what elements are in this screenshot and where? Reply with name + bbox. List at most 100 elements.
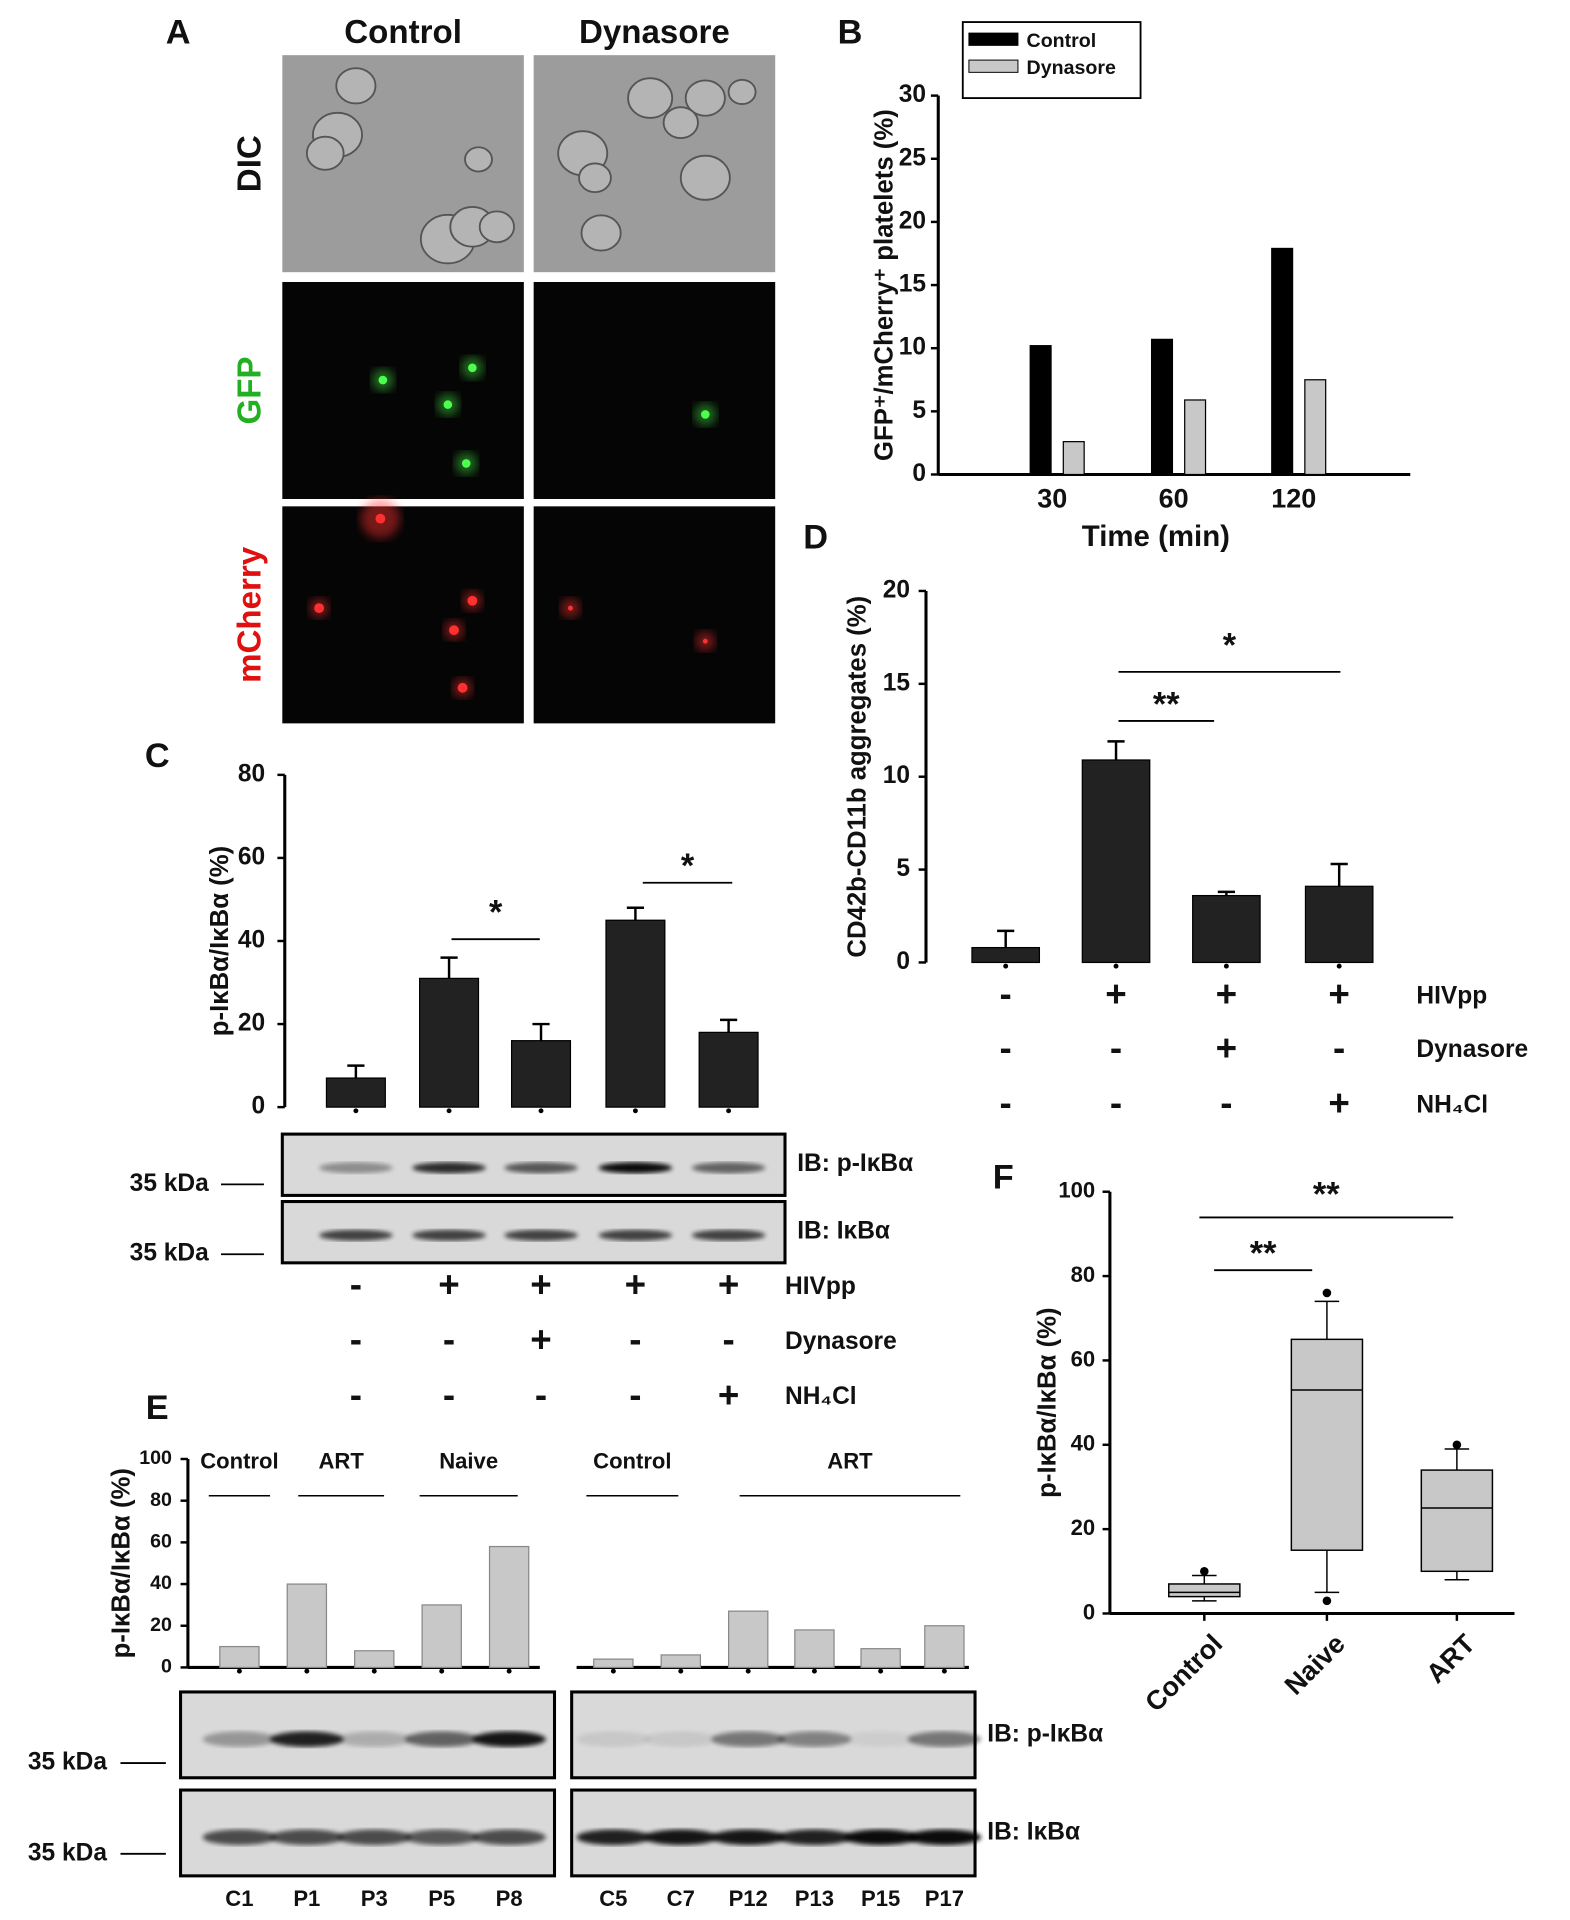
panel-label: D	[803, 519, 828, 557]
y-tick-label: 25	[899, 144, 926, 171]
group-label: Control	[200, 1449, 278, 1474]
error-bar	[626, 906, 645, 921]
y-tick-label: 80	[238, 760, 265, 787]
bar	[698, 1031, 759, 1108]
significance-label: **	[1313, 1176, 1340, 1214]
y-tick-label: 0	[912, 460, 926, 487]
y-tick-label: 80	[1071, 1262, 1096, 1287]
bar	[219, 1645, 260, 1669]
x-tick-label: P8	[496, 1886, 523, 1911]
panel-label: B	[838, 13, 863, 51]
error-bar	[997, 929, 1015, 948]
condition-sign: -	[350, 1264, 362, 1305]
x-tick-label: P15	[861, 1886, 900, 1911]
blot-band	[202, 1829, 277, 1845]
x-tick	[811, 1668, 817, 1674]
blot-band	[270, 1731, 344, 1747]
condition-name: Dynasore	[785, 1328, 897, 1355]
blot-band	[777, 1829, 852, 1845]
condition-sign: +	[530, 1319, 551, 1360]
y-axis-label: p-IκBα/IκBα (%)	[1033, 1307, 1061, 1497]
blot-band	[576, 1731, 651, 1747]
panel-label: E	[146, 1389, 169, 1427]
condition-sign: -	[629, 1319, 641, 1360]
condition-sign: -	[1333, 1027, 1345, 1068]
whisker	[1314, 1550, 1340, 1594]
condition-sign: +	[1328, 1083, 1349, 1124]
condition-sign: +	[1216, 1027, 1237, 1068]
x-tick	[610, 1668, 616, 1674]
group-label: ART	[319, 1449, 365, 1474]
x-tick-label: 60	[1159, 483, 1189, 513]
y-tick-label: 20	[1071, 1515, 1096, 1540]
y-tick-label: 40	[150, 1572, 172, 1594]
condition-sign: +	[530, 1264, 551, 1305]
x-tick-label: C1	[225, 1886, 253, 1911]
y-tick-label: 0	[1083, 1599, 1095, 1624]
blot-label: IB: p-IκBα	[987, 1720, 1103, 1747]
outlier	[1322, 1596, 1332, 1606]
bar	[354, 1650, 395, 1669]
row-label: mCherry	[231, 546, 268, 683]
cell	[305, 135, 345, 171]
legend-label: Dynasore	[1027, 57, 1116, 79]
panel-label: F	[993, 1159, 1014, 1197]
whisker	[1314, 1300, 1340, 1340]
condition-sign: -	[1110, 1027, 1122, 1068]
condition-sign: +	[438, 1264, 459, 1305]
cell	[335, 67, 377, 105]
y-tick-label: 10	[883, 762, 910, 789]
legend-swatch	[968, 59, 1019, 73]
y-tick-label: 20	[883, 576, 910, 603]
x-tick-label: P17	[925, 1886, 964, 1911]
y-tick-label: 30	[899, 81, 926, 108]
error-bar	[720, 1018, 738, 1033]
condition-sign: -	[350, 1319, 362, 1360]
outlier	[1452, 1440, 1462, 1450]
bar	[727, 1610, 769, 1669]
fluorescent-spot	[702, 638, 708, 644]
blot-label: IB: p-IκBα	[797, 1150, 913, 1177]
y-tick-label: 100	[139, 1447, 172, 1469]
blot-band	[412, 1162, 486, 1174]
blot-band	[711, 1731, 785, 1747]
error-bar	[1217, 890, 1235, 896]
column-label: Control	[344, 14, 462, 51]
bar	[924, 1625, 965, 1669]
error-bar	[532, 1022, 550, 1041]
condition-sign: +	[625, 1264, 646, 1305]
blot-band	[412, 1229, 486, 1241]
fluorescent-spot	[567, 605, 573, 611]
y-axis-label: p-IκBα/IκBα (%)	[206, 846, 234, 1036]
condition-name: NH₄Cl	[785, 1383, 857, 1410]
significance-label: *	[489, 894, 503, 932]
significance-label: *	[681, 847, 695, 885]
y-tick-label: 20	[899, 207, 926, 234]
bar	[421, 1604, 462, 1669]
y-axis-label: p-IκBα/IκBα (%)	[108, 1468, 136, 1658]
blot-band	[337, 1731, 412, 1747]
y-axis-label: CD42b-CD11b aggregates (%)	[843, 596, 871, 958]
x-tick	[726, 1108, 732, 1114]
bar	[593, 1658, 634, 1669]
bar	[1271, 247, 1294, 476]
blot-band	[202, 1731, 277, 1747]
x-tick	[1113, 963, 1119, 969]
bar	[971, 946, 1041, 964]
y-tick-label: 40	[238, 926, 265, 953]
condition-sign: -	[535, 1374, 547, 1415]
y-tick-label: 80	[150, 1489, 172, 1511]
x-tick	[678, 1668, 684, 1674]
error-bar	[347, 1064, 365, 1079]
bar	[1150, 338, 1174, 476]
fluorescent-spot	[449, 625, 459, 636]
y-tick-label: 60	[238, 843, 265, 870]
bar	[1192, 894, 1261, 964]
fluorescent-spot	[314, 603, 325, 614]
size-marker: 35 kDa	[130, 1170, 209, 1197]
cell	[464, 146, 493, 173]
bar	[1081, 759, 1151, 964]
cell	[580, 214, 622, 252]
x-tick	[304, 1668, 310, 1674]
